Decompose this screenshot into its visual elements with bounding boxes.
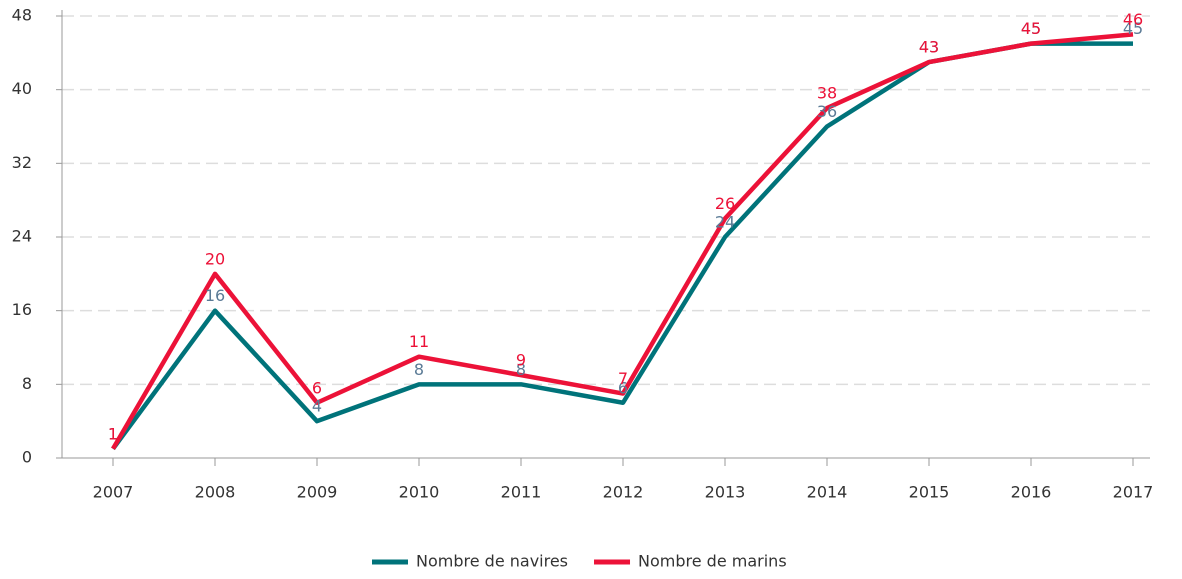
data-label: 9 (516, 351, 526, 370)
x-tick-label: 2014 (807, 483, 848, 502)
data-label: 45 (1021, 19, 1041, 38)
x-tick-label: 2011 (501, 483, 542, 502)
data-label: 45 (1123, 19, 1143, 38)
data-label: 36 (817, 102, 837, 121)
y-tick-label: 40 (12, 79, 32, 98)
data-label: 4 (312, 397, 322, 416)
y-tick-label: 32 (12, 153, 32, 172)
data-label: 6 (312, 378, 322, 397)
y-tick-label: 16 (12, 300, 32, 319)
x-tick-label: 2013 (705, 483, 746, 502)
data-label: 8 (414, 360, 424, 379)
x-tick-label: 2009 (297, 483, 338, 502)
y-tick-label: 24 (12, 227, 32, 246)
data-label: 43 (919, 38, 939, 57)
y-tick-label: 0 (22, 448, 32, 467)
data-label: 16 (205, 286, 225, 305)
x-tick-label: 2017 (1113, 483, 1154, 502)
data-label: 1 (108, 424, 118, 443)
y-tick-label: 48 (12, 6, 32, 25)
data-label: 46 (1123, 10, 1143, 29)
series-line (111, 32, 1134, 450)
data-label: 38 (817, 84, 837, 103)
x-tick-label: 2015 (909, 483, 950, 502)
data-label: 20 (205, 249, 225, 268)
x-tick-label: 2010 (399, 483, 440, 502)
data-label: 7 (618, 369, 628, 388)
legend-label: Nombre de navires (416, 552, 568, 571)
data-label: 24 (715, 213, 735, 232)
x-tick-label: 2008 (195, 483, 236, 502)
data-label: 6 (618, 378, 628, 397)
x-tick-label: 2007 (93, 483, 134, 502)
data-label: 43 (919, 38, 939, 57)
y-tick-label: 8 (22, 374, 32, 393)
data-label: 8 (516, 360, 526, 379)
x-tick-label: 2016 (1011, 483, 1052, 502)
data-label: 45 (1021, 19, 1041, 38)
data-label: 11 (409, 332, 429, 351)
data-label: 26 (715, 194, 735, 213)
x-tick-label: 2012 (603, 483, 644, 502)
legend-label: Nombre de marins (638, 552, 787, 571)
data-label: 1 (108, 424, 118, 443)
